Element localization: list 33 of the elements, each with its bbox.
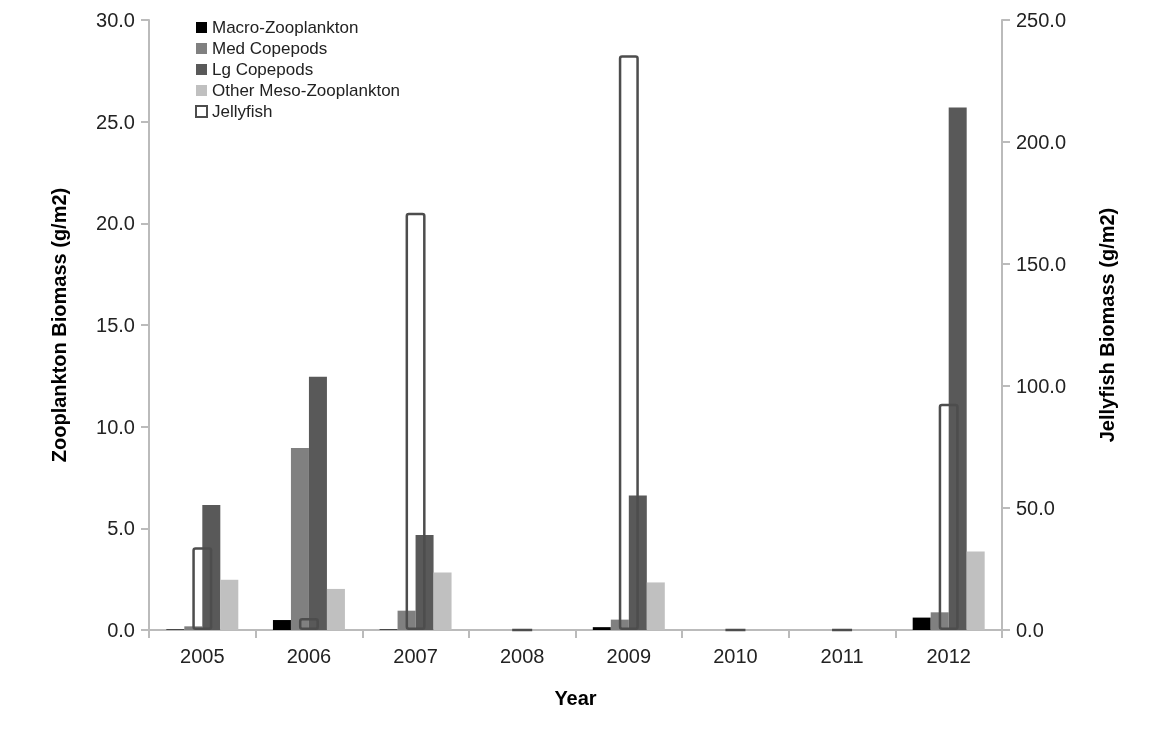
bar [592,627,611,630]
x-tick-label: 2008 [499,645,545,667]
bar [272,620,291,630]
x-tick-label: 2011 [820,645,864,667]
y2-tick-label: 250.0 [1016,9,1067,31]
legend-label: Med Copepods [212,39,328,58]
y-tick-label: 25.0 [96,110,135,133]
y2-tick-label: 200.0 [1016,131,1067,153]
y-tick-label: 0.0 [107,619,135,641]
y-tick-label: 20.0 [96,212,135,235]
x-tick-label: 2006 [286,645,332,667]
legend-label: Jellyfish [212,102,273,121]
y2-tick-label: 0.0 [1016,619,1044,641]
x-tick-label: 2007 [393,645,438,667]
x-tick-label: 2005 [180,645,225,667]
y2-tick-label: 50.0 [1016,497,1055,519]
y2-tick-label: 150.0 [1016,253,1067,275]
x-tick-label: 2009 [606,645,652,667]
legend-label: Other Meso-Zooplankton [212,81,401,100]
legend-label: Lg Copepods [212,60,314,79]
x-tick-label: 2012 [926,645,971,667]
x-tick-label: 2010 [713,645,758,667]
y-tick-label: 10.0 [96,415,135,438]
legend-label: Macro-Zooplankton [212,18,359,37]
y-tick-label: 30.0 [96,9,135,31]
y-axis-title: Zooplankton Biomass (g/m2) [48,187,70,463]
bar [912,617,931,630]
y-tick-label: 15.0 [96,314,135,336]
y2-tick-label: 100.0 [1016,375,1067,397]
bar [290,448,309,630]
x-axis-title: Year [554,687,597,709]
y-tick-label: 5.0 [107,517,135,540]
y2-axis-title: Jellyfish Biomass (g/m2) [1096,207,1118,443]
